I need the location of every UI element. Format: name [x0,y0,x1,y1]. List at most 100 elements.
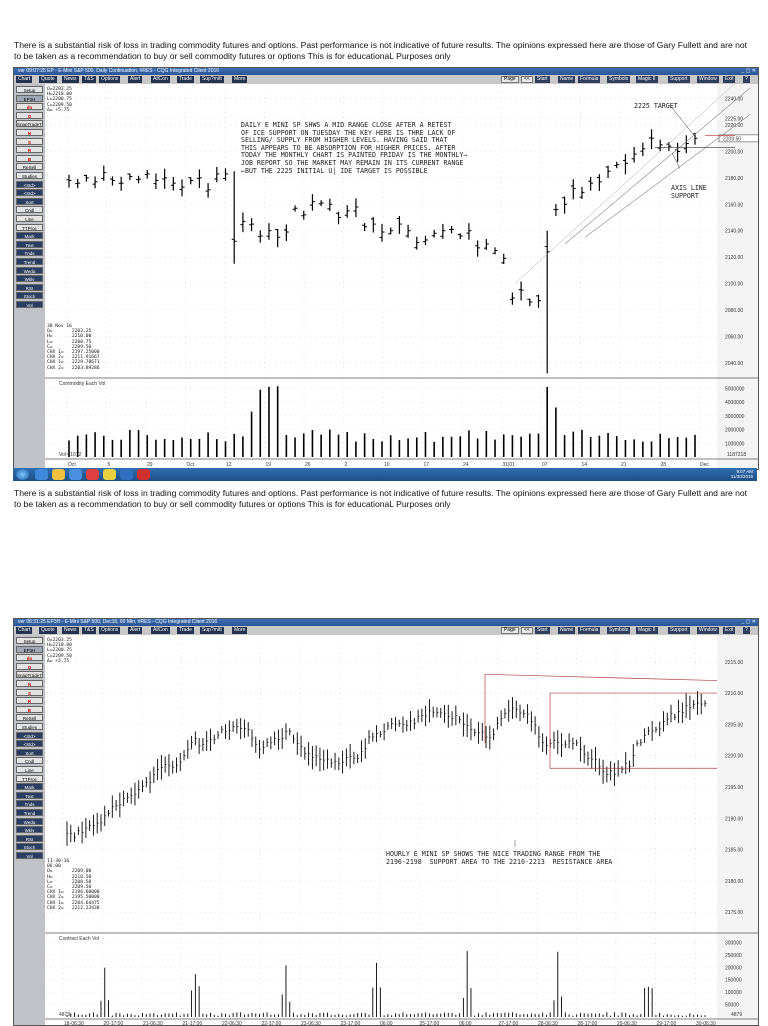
toolbar-ttproc-button[interactable]: TTProc [16,223,43,231]
clock[interactable]: 9:07 AM 11/30/2016 [730,469,753,479]
menu-alert[interactable]: Alert [128,627,143,634]
toolbar-s-button[interactable]: S [16,688,43,696]
toolbar-studies-button[interactable]: Studies [16,723,43,730]
toolbar-stoch-button[interactable]: Stoch [16,292,43,300]
app2-icon[interactable] [120,469,133,480]
toolbar-b-button[interactable]: B [16,705,43,713]
toolbar-studies-button[interactable]: Studies [16,172,43,179]
toolbar-mark-button[interactable]: Mark [16,232,43,240]
app-icon[interactable] [86,469,99,480]
toolbar-std-button[interactable]: <Std> [16,180,43,188]
button-window[interactable]: Window [697,76,719,83]
button-support[interactable]: Support [668,627,690,634]
toolbar-n-button[interactable]: N [16,129,43,136]
menu-chart[interactable]: Chart [16,627,33,634]
toolbar-text-button[interactable]: Text [16,240,43,248]
menu-quote[interactable]: Quote [39,76,57,83]
toolbar-mark-button[interactable]: Mark [16,783,43,791]
toolbar-trend-button[interactable]: Trend [16,809,43,816]
menu-options[interactable]: Options [99,76,121,83]
toolbar-std-button[interactable]: <Std> [16,189,43,197]
toolbar-b-button[interactable]: B [16,154,43,162]
button-formula[interactable]: Formula [578,76,601,83]
toolbar-resell-button[interactable]: ReSell [16,163,43,171]
button-page[interactable]: Page [501,627,519,634]
hourly-price-chart[interactable]: 2215.00 2210.00 2205.00 2200.00 2195.00 2190.… [45,635,758,1025]
menu-quote[interactable]: Quote [39,627,57,634]
button-magic-ii[interactable]: Magic II [636,627,658,634]
menu-news[interactable]: News [62,627,79,634]
daily-price-chart[interactable]: 2240.002225.002220.002200.002180.002160.… [45,84,758,469]
button-name[interactable]: Name [558,627,576,634]
menu-chart[interactable]: Chart [16,76,33,83]
ie-icon[interactable] [35,469,48,480]
toolbar-wkly-button[interactable]: Wkly [16,826,43,834]
toolbar-stoch-button[interactable]: Stoch [16,843,43,851]
button-window[interactable]: Window [697,627,719,634]
toolbar-vol-button[interactable]: Vol [16,852,43,859]
toolbar-ep3h-button[interactable]: EP3H [16,645,43,653]
button-name[interactable]: Name [558,76,576,83]
menu-allcon[interactable]: AllCon [151,627,170,634]
toolbar-dn-button[interactable]: dn [16,654,43,662]
button-[interactable]: << [521,627,533,634]
button-exit[interactable]: Exit [723,627,736,634]
chrome-icon[interactable] [103,469,116,480]
toolbar-std-button[interactable]: <Std> [16,740,43,748]
button-start[interactable]: Start [535,76,550,83]
menu-sup-mitt[interactable]: Sup?mitt [200,627,224,634]
toolbar-sort-button[interactable]: Sort [16,748,43,756]
toolbar-setup-button[interactable]: Setup [16,637,43,644]
button-page[interactable]: Page [501,76,519,83]
menu-options[interactable]: Options [99,627,121,634]
toolbar-wedg-button[interactable]: Wedg [16,266,43,274]
menu-t-s[interactable]: T&S [82,627,96,634]
button-support[interactable]: Support [668,76,690,83]
button-[interactable]: ? [743,76,750,83]
toolbar-snaptradett-button[interactable]: SnapTradeTT [16,120,43,128]
toolbar-o-button[interactable]: O [16,111,43,119]
toolbar-line-button[interactable]: Line [16,215,43,222]
toolbar-setup-button[interactable]: Setup [16,86,43,93]
menu-more[interactable]: More [232,76,248,83]
window-controls[interactable]: _ ▢ ✕ [741,68,756,74]
toolbar-s-button[interactable]: S [16,137,43,145]
toolbar-ttproc-button[interactable]: TTProc [16,774,43,782]
toolbar-r-button[interactable]: R [16,697,43,705]
button-magic-ii[interactable]: Magic II [636,76,658,83]
start-icon[interactable] [16,469,29,480]
toolbar-rsi-button[interactable]: RSI [16,283,43,291]
button-[interactable]: << [521,76,533,83]
toolbar-n-button[interactable]: N [16,680,43,687]
toolbar-tnds-button[interactable]: Tnds [16,249,43,257]
toolbar-std-button[interactable]: <Std> [16,731,43,739]
toolbar-vol-button[interactable]: Vol [16,301,43,308]
button-exit[interactable]: Exit [723,76,736,83]
folder-icon[interactable] [52,469,65,480]
toolbar-line-button[interactable]: Line [16,766,43,773]
button-start[interactable]: Start [535,627,550,634]
toolbar-sort-button[interactable]: Sort [16,197,43,205]
menu-trade[interactable]: Trade [177,76,194,83]
browser-icon[interactable] [69,469,82,480]
menu-allcon[interactable]: AllCon [151,76,170,83]
toolbar-wedg-button[interactable]: Wedg [16,817,43,825]
toolbar-rsi-button[interactable]: RSI [16,834,43,842]
button-symbols[interactable]: Symbols [607,627,631,634]
toolbar-dn-button[interactable]: dn [16,103,43,111]
toolbar-snaptradett-button[interactable]: SnapTradeTT [16,671,43,679]
toolbar-wkly-button[interactable]: Wkly [16,275,43,283]
toolbar-cndl-button[interactable]: Cndl [16,206,43,214]
toolbar-trend-button[interactable]: Trend [16,258,43,265]
toolbar-tnds-button[interactable]: Tnds [16,800,43,808]
cqg-icon[interactable] [137,469,150,480]
menu-trade[interactable]: Trade [177,627,194,634]
toolbar-r-button[interactable]: R [16,146,43,154]
menu-more[interactable]: More [232,627,248,634]
toolbar-o-button[interactable]: O [16,662,43,670]
window-controls[interactable]: _ ▢ ✕ [741,619,756,625]
menu-alert[interactable]: Alert [128,76,143,83]
button-symbols[interactable]: Symbols [607,76,631,83]
menu-sup-mitt[interactable]: Sup?mitt [200,76,224,83]
button-formula[interactable]: Formula [578,627,601,634]
